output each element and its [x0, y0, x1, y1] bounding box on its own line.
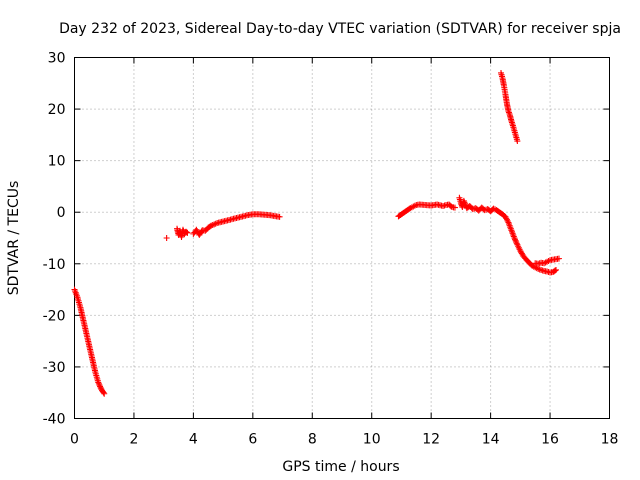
arc-3-point — [184, 229, 191, 236]
arc-6-point — [552, 267, 559, 274]
y-tick-label: 0 — [57, 205, 66, 221]
x-tick-label: 18 — [601, 432, 619, 448]
data-points — [71, 69, 562, 397]
arc-6-point — [511, 236, 518, 243]
arc-6-point — [462, 200, 469, 207]
x-tick-label: 14 — [482, 432, 500, 448]
x-tick-label: 12 — [422, 432, 440, 448]
x-axis-label: GPS time / hours — [282, 459, 399, 475]
grid — [74, 57, 610, 419]
y-tick-label: -30 — [43, 360, 66, 376]
arc-6-point — [513, 240, 520, 247]
y-tick-label: 20 — [48, 102, 66, 118]
x-tick-label: 6 — [248, 432, 257, 448]
arc-1-point — [101, 390, 108, 397]
x-tick-label: 8 — [308, 432, 317, 448]
arc-1-point — [100, 389, 107, 396]
x-tick-label: 0 — [70, 432, 79, 448]
y-tick-label: -40 — [43, 412, 66, 428]
arc-8-point — [514, 138, 521, 145]
arc-5-point — [451, 204, 458, 211]
y-axis-label: SDTVAR / TECUs — [6, 181, 22, 296]
x-tick-label: 16 — [541, 432, 559, 448]
arc-6-point — [460, 197, 467, 204]
arc-6-point — [553, 266, 559, 273]
chart-title: Day 232 of 2023, Sidereal Day-to-day VTE… — [59, 21, 621, 37]
y-tick-label: -20 — [43, 308, 66, 324]
y-tick-label: -10 — [43, 257, 66, 273]
plot-frame — [74, 57, 610, 419]
arc-1-point — [95, 379, 102, 386]
y-tick-label: 10 — [48, 154, 66, 170]
y-tick-label: 30 — [48, 51, 66, 67]
arc-6-point — [513, 239, 520, 246]
arc-6-point — [512, 237, 519, 244]
arc-7-point — [555, 255, 562, 262]
x-tick-label: 10 — [363, 432, 381, 448]
arc-6-point — [461, 199, 468, 206]
axis-ticks: 0 2 4 6 8 10 12 14 16 18 -40 -30 -20 -10 0 10 20 30 — [43, 51, 619, 448]
arc-1-point — [96, 382, 103, 389]
x-tick-label: 4 — [189, 432, 198, 448]
arc-6-point — [504, 218, 511, 225]
arc-2-point — [163, 235, 170, 241]
arc-4-point — [276, 213, 283, 220]
arc-1-point — [95, 380, 102, 387]
arc-6-point — [511, 235, 518, 241]
arc-1-point — [97, 383, 104, 390]
x-tick-label: 2 — [129, 432, 138, 448]
